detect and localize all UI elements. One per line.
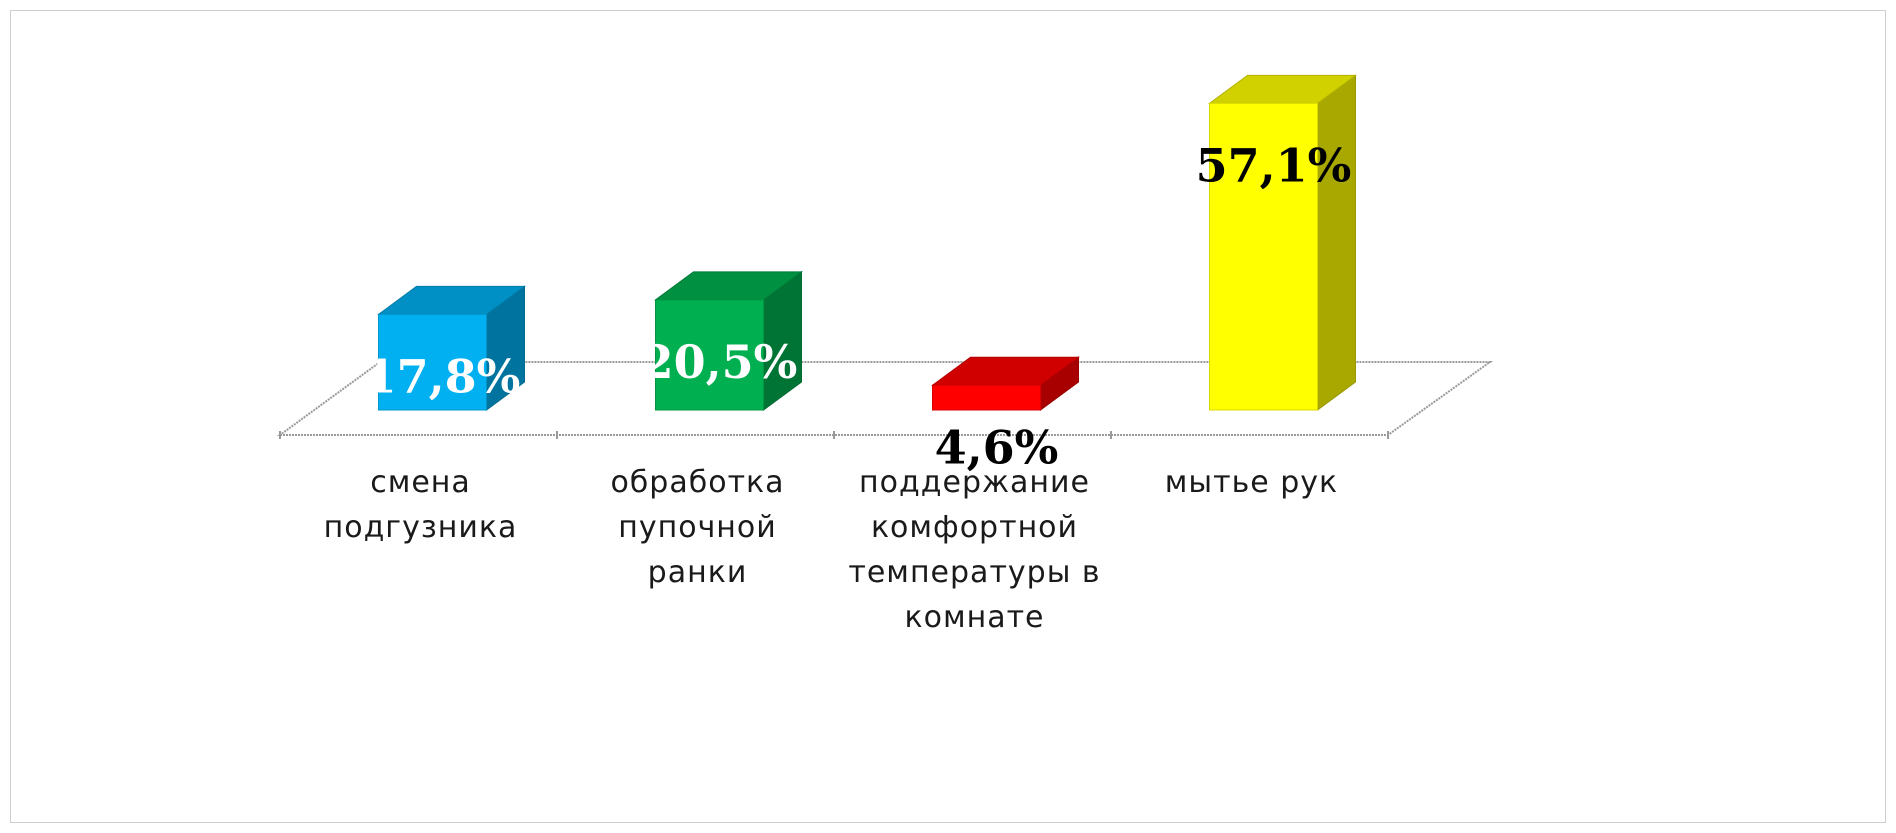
bar-front-face (932, 384, 1041, 411)
x-tick-label: подгузника (324, 510, 518, 545)
floor-outline (276, 361, 1494, 436)
bar-1: 17,8% (365, 285, 527, 411)
x-tick-label: ранки (648, 555, 748, 590)
chart-frame (10, 10, 1886, 823)
bar-2: 20,5% (642, 270, 804, 411)
bar-4: 57,1% (1196, 74, 1358, 411)
chart-floor (276, 361, 1494, 439)
x-tick-label: температуры в (848, 555, 1100, 590)
data-label: 4,6% (935, 420, 1059, 474)
x-tick-label: мытье рук (1165, 465, 1338, 500)
x-tick-label: комфортной (871, 510, 1078, 545)
bar-front-face (378, 313, 487, 411)
category-label-1: смена подгузника (324, 465, 518, 545)
bar-side-face (1317, 74, 1356, 411)
bar-3: 4,6% (930, 356, 1081, 474)
category-label-4: мытье рук (1165, 465, 1338, 500)
bar-front-face (1209, 102, 1318, 411)
x-tick-label: комнате (904, 600, 1044, 635)
bar-front-face (655, 299, 764, 411)
data-label: 17,8% (365, 349, 521, 403)
x-tick-label: обработка (610, 465, 784, 500)
category-label-2: обработка пупочной ранки (610, 465, 784, 590)
category-labels: смена подгузника обработка пупочной ранки под… (324, 465, 1338, 635)
chart-bars: 17,8% 20,5% 4,6% 57,1% (365, 74, 1358, 474)
x-tick-label: поддержание (859, 465, 1090, 500)
x-tick-label: пупочной (618, 510, 777, 545)
category-label-3: поддержание комфортной температуры в комнат… (848, 465, 1100, 635)
data-label: 20,5% (642, 335, 798, 389)
x-tick-label: смена (370, 465, 471, 500)
data-label: 57,1% (1196, 138, 1352, 192)
